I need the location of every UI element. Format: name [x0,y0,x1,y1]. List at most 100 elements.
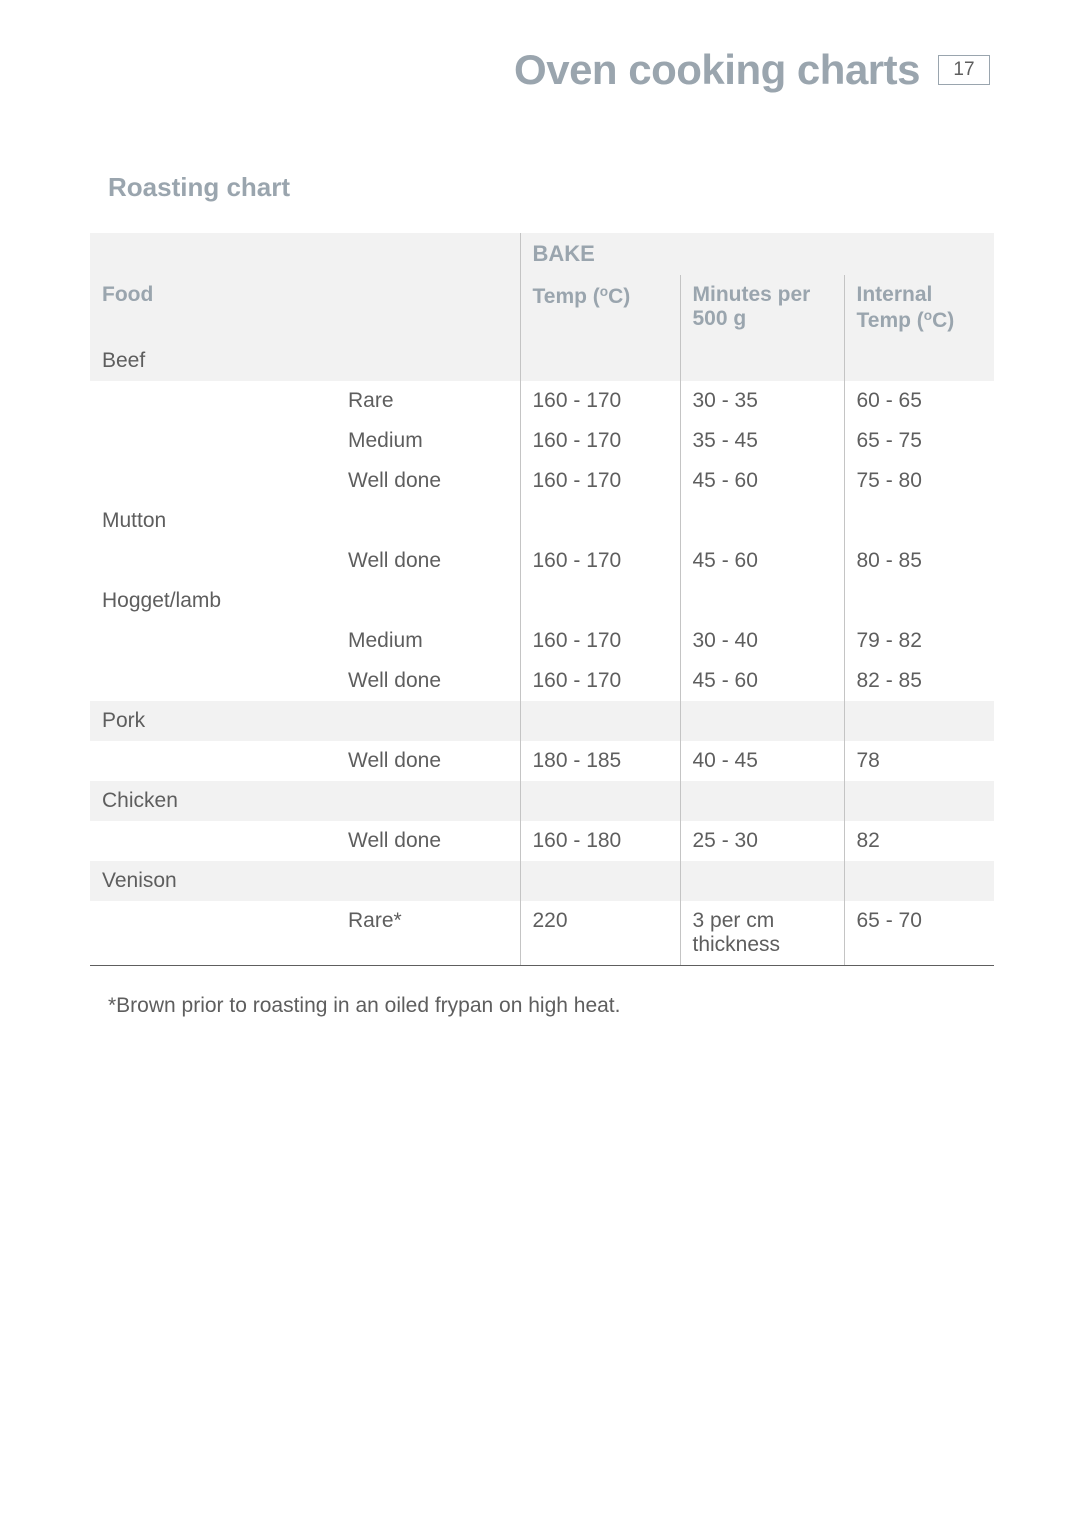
empty-cell [844,341,994,381]
empty-cell [336,501,520,541]
table-row: Medium160 - 17035 - 4565 - 75 [90,421,994,461]
internal-temp-cell: 78 [844,741,994,781]
empty-cell [90,421,336,461]
food-name-cell: Pork [90,701,336,741]
minutes-cell: 25 - 30 [680,821,844,861]
empty-cell [90,541,336,581]
page-number-box: 17 [938,55,990,85]
empty-cell [680,501,844,541]
doneness-cell: Well done [336,461,520,501]
empty-cell [520,701,680,741]
food-name-cell: Hogget/lamb [90,581,336,621]
doneness-cell: Rare* [336,901,520,966]
empty-cell [90,661,336,701]
table-row: Well done180 - 18540 - 4578 [90,741,994,781]
empty-cell [90,821,336,861]
header-blank [90,233,520,275]
minutes-cell: 30 - 35 [680,381,844,421]
page-number: 17 [953,59,974,81]
internal-temp-cell: 60 - 65 [844,381,994,421]
empty-cell [336,701,520,741]
page-header: Oven cooking charts 17 [90,46,990,94]
minutes-cell: 45 - 60 [680,661,844,701]
header-minutes: Minutes per 500 g [680,275,844,341]
page: Oven cooking charts 17 Roasting chart BA… [0,0,1080,1532]
roasting-table: BAKE Food Temp (oC) Minutes per 500 g In… [90,233,994,966]
internal-temp-cell: 82 - 85 [844,661,994,701]
empty-cell [90,741,336,781]
empty-cell [520,861,680,901]
empty-cell [336,581,520,621]
internal-temp-cell: 75 - 80 [844,461,994,501]
food-name-cell: Venison [90,861,336,901]
header-internal-pre: Temp ( [857,309,924,332]
doneness-cell: Well done [336,541,520,581]
temp-cell: 160 - 170 [520,661,680,701]
doneness-cell: Well done [336,661,520,701]
doneness-cell: Rare [336,381,520,421]
empty-cell [90,901,336,966]
food-name-cell: Beef [90,341,336,381]
table-row: Beef [90,341,994,381]
internal-temp-cell: 79 - 82 [844,621,994,661]
internal-temp-cell: 65 - 75 [844,421,994,461]
doneness-cell: Medium [336,621,520,661]
table-row: Well done160 - 17045 - 6082 - 85 [90,661,994,701]
header-minutes-l2: 500 g [693,307,747,330]
temp-cell: 160 - 170 [520,461,680,501]
doneness-cell: Well done [336,821,520,861]
table-row: Hogget/lamb [90,581,994,621]
empty-cell [680,341,844,381]
empty-cell [680,581,844,621]
degree-icon: o [924,308,932,323]
empty-cell [844,581,994,621]
table-row: Rare*2203 per cm thickness65 - 70 [90,901,994,966]
empty-cell [680,701,844,741]
table-row: Venison [90,861,994,901]
empty-cell [844,701,994,741]
empty-cell [844,501,994,541]
temp-cell: 180 - 185 [520,741,680,781]
empty-cell [90,621,336,661]
table-row: Well done160 - 18025 - 3082 [90,821,994,861]
table-row: Mutton [90,501,994,541]
empty-cell [520,341,680,381]
table-header-row-2: Food Temp (oC) Minutes per 500 g Interna… [90,275,994,341]
internal-temp-cell: 82 [844,821,994,861]
table-body: BeefRare160 - 17030 - 3560 - 65Medium160… [90,341,994,966]
empty-cell [520,501,680,541]
empty-cell [844,781,994,821]
table-header-row-1: BAKE [90,233,994,275]
minutes-cell: 45 - 60 [680,541,844,581]
table-row: Pork [90,701,994,741]
table-row: Well done160 - 17045 - 6075 - 80 [90,461,994,501]
temp-cell: 160 - 170 [520,421,680,461]
section-heading: Roasting chart [90,172,990,203]
header-temp-post: C) [608,285,630,308]
header-minutes-l1: Minutes per [693,283,811,306]
empty-cell [520,581,680,621]
header-temp-pre: Temp ( [533,285,600,308]
temp-cell: 160 - 170 [520,381,680,421]
minutes-cell: 3 per cm thickness [680,901,844,966]
footnote: *Brown prior to roasting in an oiled fry… [90,994,990,1018]
minutes-cell: 35 - 45 [680,421,844,461]
empty-cell [680,781,844,821]
temp-cell: 160 - 180 [520,821,680,861]
empty-cell [336,861,520,901]
header-internal-post: C) [932,309,954,332]
doneness-cell: Well done [336,741,520,781]
food-name-cell: Chicken [90,781,336,821]
empty-cell [844,861,994,901]
header-bake: BAKE [520,233,994,275]
temp-cell: 160 - 170 [520,541,680,581]
table-row: Well done160 - 17045 - 6080 - 85 [90,541,994,581]
table-row: Chicken [90,781,994,821]
empty-cell [90,381,336,421]
empty-cell [336,341,520,381]
food-name-cell: Mutton [90,501,336,541]
doneness-cell: Medium [336,421,520,461]
header-internal-l1: Internal [857,283,933,306]
empty-cell [680,861,844,901]
header-temp: Temp (oC) [520,275,680,341]
